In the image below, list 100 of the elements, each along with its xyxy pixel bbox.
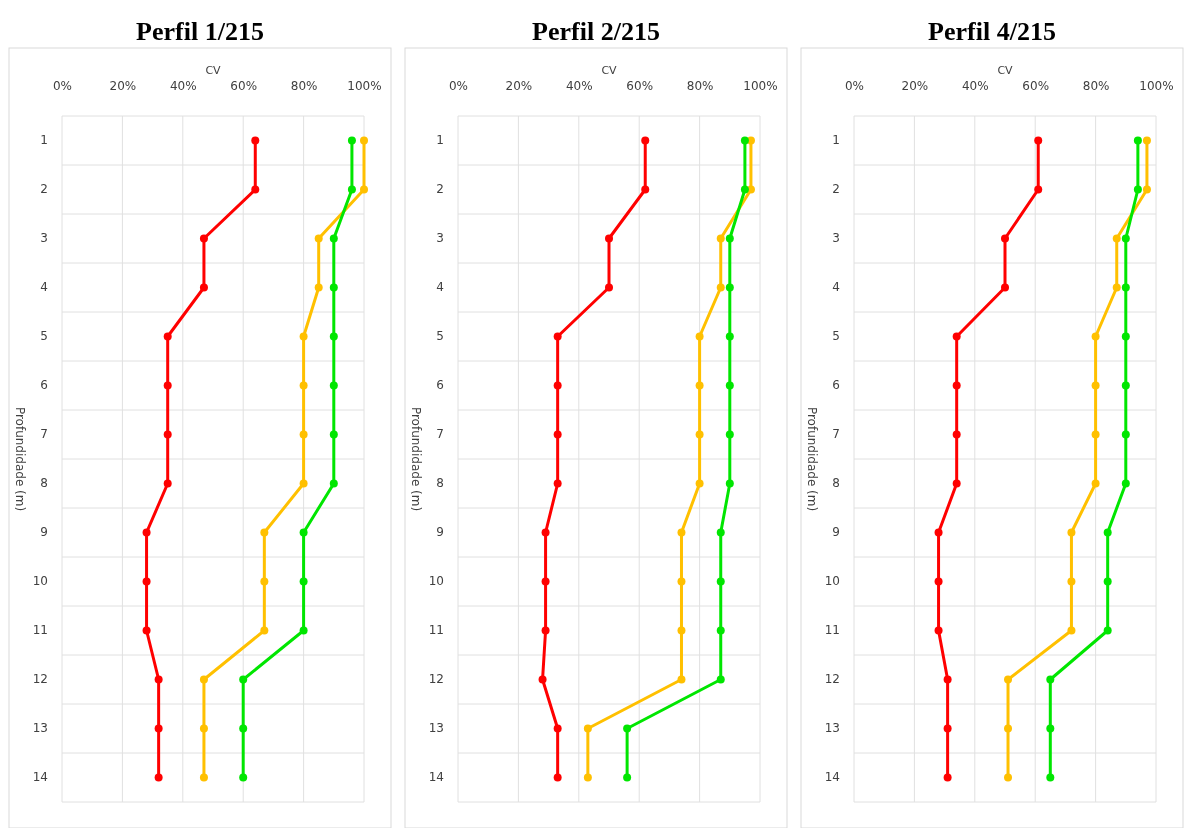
point <box>329 283 338 292</box>
point <box>677 626 686 635</box>
point <box>641 185 650 194</box>
point <box>299 528 308 537</box>
point <box>716 283 725 292</box>
point <box>541 626 550 635</box>
y-tick-label: 8 <box>832 476 840 491</box>
point <box>1046 675 1055 684</box>
point <box>1001 234 1009 243</box>
point <box>199 234 208 243</box>
point <box>623 773 632 782</box>
point <box>199 724 208 733</box>
x-tick-label: 100% <box>743 79 778 93</box>
point <box>1142 136 1151 145</box>
point <box>314 234 323 243</box>
point <box>725 381 734 390</box>
point <box>1091 430 1100 439</box>
point <box>1133 136 1142 145</box>
y-tick-label: 1 <box>832 133 840 148</box>
point <box>943 773 952 782</box>
point <box>553 773 562 782</box>
x-tick-label: 100% <box>347 79 382 93</box>
point <box>952 430 961 439</box>
y-tick-label: 12 <box>824 672 840 687</box>
y-tick-label: 3 <box>832 231 840 246</box>
x-tick-label: 80% <box>686 79 714 93</box>
y-tick-label: 14 <box>824 770 840 785</box>
y-tick-label: 9 <box>40 525 48 540</box>
point <box>251 185 260 194</box>
x-tick-label: 60% <box>230 79 258 93</box>
point <box>360 185 368 194</box>
point <box>952 479 961 488</box>
point <box>1046 773 1055 782</box>
point <box>677 528 686 537</box>
x-tick-label: 0% <box>844 79 865 93</box>
y-tick-label: 9 <box>436 525 444 540</box>
point <box>725 430 734 439</box>
point <box>725 479 734 488</box>
point <box>1001 283 1009 292</box>
point <box>1004 724 1013 733</box>
y-tick-label: 4 <box>40 280 48 295</box>
point <box>199 675 208 684</box>
point <box>142 626 151 635</box>
point <box>553 479 562 488</box>
point <box>1103 626 1112 635</box>
point <box>1121 479 1130 488</box>
chart-title: Perfil 2/215 <box>532 17 660 46</box>
y-tick-label: 6 <box>40 378 48 393</box>
point <box>142 528 151 537</box>
point <box>677 577 686 586</box>
y-tick-label: 8 <box>436 476 444 491</box>
x-tick-label: 60% <box>626 79 654 93</box>
y-tick-label: 11 <box>32 623 48 638</box>
point <box>163 430 172 439</box>
point <box>329 381 338 390</box>
y-tick-label: 4 <box>436 280 444 295</box>
point <box>1112 283 1121 292</box>
point <box>553 381 562 390</box>
y-tick-label: 11 <box>824 623 840 638</box>
y-tick-label: 10 <box>428 574 444 589</box>
point <box>260 577 269 586</box>
point <box>360 136 368 145</box>
point <box>251 136 260 145</box>
y-tick-label: 11 <box>428 623 444 638</box>
y-axis-title: Profundidade (m) <box>13 406 27 512</box>
x-tick-label: 100% <box>1139 79 1174 93</box>
y-tick-label: 5 <box>40 329 48 344</box>
y-tick-label: 3 <box>436 231 444 246</box>
point <box>163 479 172 488</box>
point <box>934 626 943 635</box>
point <box>538 675 547 684</box>
y-tick-label: 10 <box>824 574 840 589</box>
point <box>1121 234 1130 243</box>
point <box>695 479 704 488</box>
y-tick-label: 3 <box>40 231 48 246</box>
point <box>623 724 632 733</box>
point <box>725 332 734 341</box>
x-tick-label: 40% <box>169 79 197 93</box>
point <box>154 724 163 733</box>
point <box>716 675 725 684</box>
point <box>1103 528 1112 537</box>
point <box>641 136 650 145</box>
point <box>943 675 952 684</box>
point <box>605 283 613 292</box>
point <box>329 332 338 341</box>
point <box>952 381 961 390</box>
y-tick-label: 7 <box>436 427 444 442</box>
point <box>199 773 208 782</box>
y-tick-label: 13 <box>32 721 48 736</box>
point <box>347 136 356 145</box>
point <box>1121 381 1130 390</box>
chart-title: Perfil 1/215 <box>136 17 264 46</box>
point <box>716 577 725 586</box>
point <box>199 283 208 292</box>
y-tick-label: 10 <box>32 574 48 589</box>
point <box>154 773 163 782</box>
y-axis-title: Profundidade (m) <box>805 406 819 512</box>
point <box>1142 185 1151 194</box>
y-tick-label: 4 <box>832 280 840 295</box>
point <box>716 234 725 243</box>
